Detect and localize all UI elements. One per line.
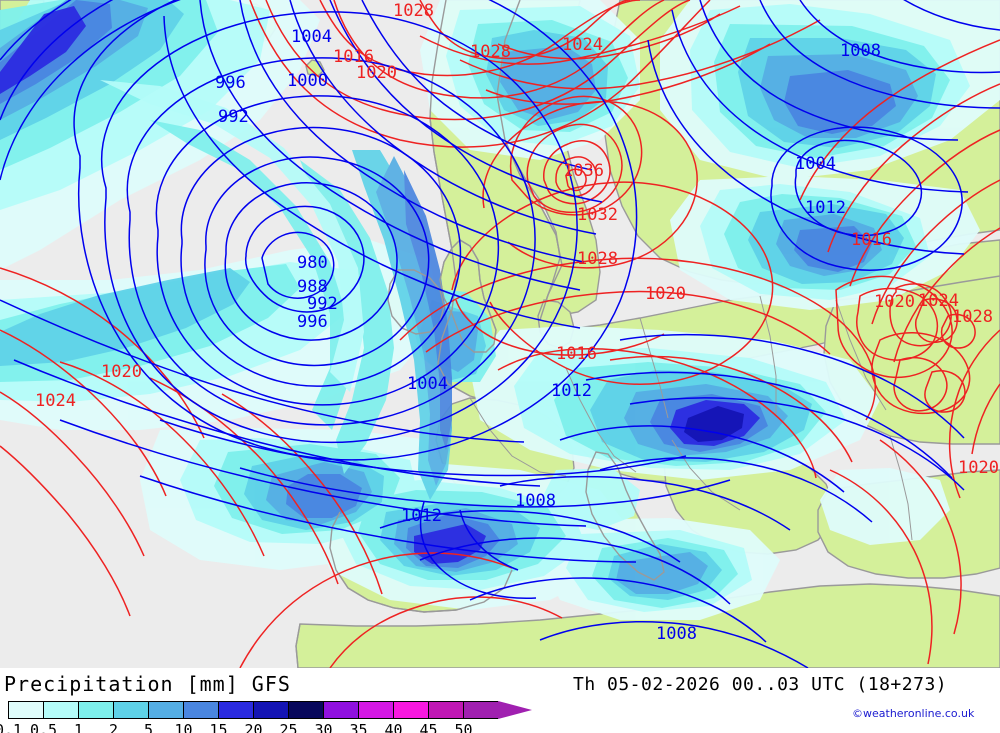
colorbar-tick-25: 25 — [279, 721, 298, 733]
border-layer — [469, 295, 913, 541]
isobar-label-980-17: 980 — [297, 253, 328, 273]
colorbar-swatch-20[interactable] — [253, 701, 288, 719]
isobar-label-1008-9: 1008 — [840, 41, 881, 61]
isobar-label-996-20: 996 — [297, 312, 328, 332]
colorbar-swatch-35[interactable] — [358, 701, 393, 719]
colorbar-swatch-10[interactable] — [183, 701, 218, 719]
isobar-label-1032-14: 1032 — [577, 205, 618, 225]
isobar-label-992-3: 992 — [218, 107, 249, 127]
isobar-label-1028-28: 1028 — [952, 307, 993, 327]
isobar-label-1008-30: 1008 — [515, 491, 556, 511]
colorbar-tick-10: 10 — [174, 721, 193, 733]
colorbar-tick-0.5: 0.5 — [29, 721, 58, 733]
colorbar-tick-15: 15 — [209, 721, 228, 733]
copyright-notice: ©weatheronline.co.uk — [852, 707, 975, 720]
isobar-label-1020-22: 1020 — [101, 362, 142, 382]
colorbar-swatch-5[interactable] — [148, 701, 183, 719]
isobar-label-1020-32: 1020 — [958, 458, 999, 478]
isobar-label-1020-16: 1020 — [645, 284, 686, 304]
isobar-label-992-19: 992 — [307, 294, 338, 314]
colorbar-tick-5: 5 — [143, 721, 154, 733]
isobar-label-1004-10: 1004 — [795, 154, 836, 174]
coastline-layer — [295, 0, 665, 668]
colorbar-tick-2: 2 — [108, 721, 119, 733]
isobar-label-1024-27: 1024 — [918, 291, 959, 311]
isobar-label-1036-13: 1036 — [563, 161, 604, 181]
isobar-label-1016-24: 1016 — [556, 344, 597, 364]
colorbar-tick-45: 45 — [419, 721, 438, 733]
legend-title: Precipitation [mm] GFS — [4, 672, 291, 696]
isobar-label-1008-31: 1008 — [656, 624, 697, 644]
colorbar-overflow-arrow — [498, 701, 532, 723]
colorbar-swatch-30[interactable] — [323, 701, 358, 719]
colorbar-swatch-50[interactable] — [463, 701, 498, 719]
colorbar-tick-20: 20 — [244, 721, 263, 733]
isobar-label-1020-26: 1020 — [874, 292, 915, 312]
isobar-label-1028-6: 1028 — [393, 1, 434, 21]
colorbar-swatch-0.1[interactable] — [8, 701, 43, 719]
colorbar-tick-1: 1 — [73, 721, 84, 733]
isobar-label-1012-29: 1012 — [401, 506, 442, 526]
legend-footer: Precipitation [mm] GFS Th 05-02-2026 00.… — [0, 668, 1000, 733]
isobar-label-1024-8: 1024 — [562, 35, 603, 55]
colorbar-tick-35: 35 — [349, 721, 368, 733]
colorbar-swatch-45[interactable] — [428, 701, 463, 719]
isobar-label-996-1: 996 — [215, 73, 246, 93]
isobar-high-layer — [0, 0, 1000, 668]
isobar-label-1016-4: 1016 — [333, 47, 374, 67]
colorbar-tick-50: 50 — [454, 721, 473, 733]
colorbar-swatch-0.5[interactable] — [43, 701, 78, 719]
model-run-title: Th 05-02-2026 00..03 UTC (18+273) — [573, 674, 948, 695]
isobar-label-1024-23: 1024 — [35, 391, 76, 411]
isobar-label-1004-0: 1004 — [291, 27, 332, 47]
colorbar-tick-30: 30 — [314, 721, 333, 733]
isobar-label-988-18: 988 — [297, 277, 328, 297]
map-canvas[interactable]: 1004 1004 996 996 1000 1000 992 992 1016 1016 1020… — [0, 0, 1000, 668]
colorbar-swatch-15[interactable] — [218, 701, 253, 719]
colorbar-swatch-40[interactable] — [393, 701, 428, 719]
isobar-label-1020-5: 1020 — [356, 63, 397, 83]
isobar-label-1012-11: 1012 — [805, 198, 846, 218]
colorbar-swatch-2[interactable] — [113, 701, 148, 719]
isobar-label-1016-12: 1016 — [851, 230, 892, 250]
colorbar-swatch-25[interactable] — [288, 701, 323, 719]
isobar-label-1028-7: 1028 — [470, 42, 511, 62]
isobar-low-layer — [0, 0, 1000, 668]
precip-frontal-streaks — [100, 80, 452, 500]
isobar-label-1028-15: 1028 — [577, 249, 618, 269]
isobar-label-1012-25: 1012 — [551, 381, 592, 401]
colorbar-tick-40: 40 — [384, 721, 403, 733]
isobar-label-1004-21: 1004 — [407, 374, 448, 394]
precip-layer-20mm — [684, 406, 744, 442]
colorbar-tick-0.1: 0.1 — [0, 721, 23, 733]
isobar-label-1000-2: 1000 — [287, 71, 328, 91]
colorbar-swatch-1[interactable] — [78, 701, 113, 719]
